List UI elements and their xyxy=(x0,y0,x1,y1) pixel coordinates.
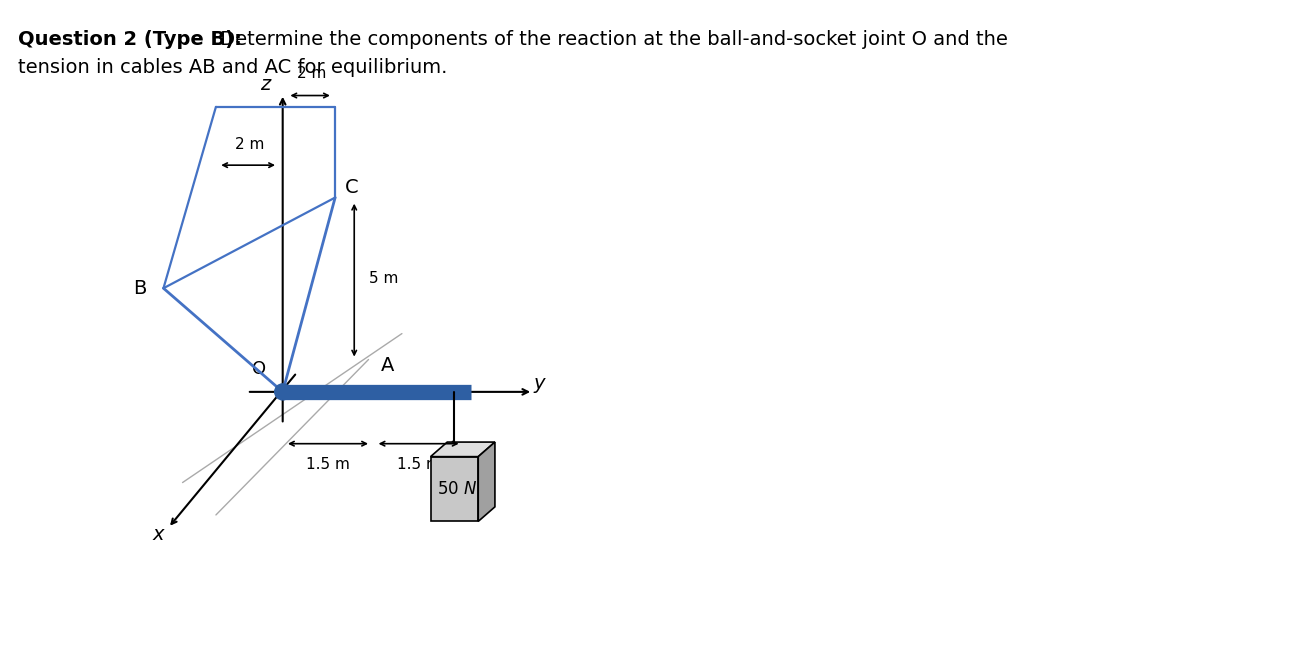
Circle shape xyxy=(274,384,291,400)
Text: 1.5 m: 1.5 m xyxy=(307,457,349,472)
Text: C: C xyxy=(344,178,358,197)
Text: $50\ N$: $50\ N$ xyxy=(436,480,477,498)
Text: Determine the components of the reaction at the ball-and-socket joint O and the: Determine the components of the reaction… xyxy=(214,30,1008,49)
Polygon shape xyxy=(431,442,494,457)
Text: Question 2 (Type B):: Question 2 (Type B): xyxy=(18,30,242,49)
Text: O: O xyxy=(252,360,267,378)
Text: A: A xyxy=(380,357,393,376)
Text: 2 m: 2 m xyxy=(296,66,326,81)
Polygon shape xyxy=(479,442,494,521)
Text: tension in cables AB and AC for equilibrium.: tension in cables AB and AC for equilibr… xyxy=(18,58,448,77)
Text: 2 m: 2 m xyxy=(234,138,264,152)
Text: $x$: $x$ xyxy=(151,525,166,544)
Text: $z$: $z$ xyxy=(260,75,272,93)
Polygon shape xyxy=(431,457,479,521)
Text: 5 m: 5 m xyxy=(369,271,399,286)
Text: $y$: $y$ xyxy=(533,376,547,395)
Text: 1.5 m: 1.5 m xyxy=(397,457,440,472)
Text: B: B xyxy=(133,279,146,297)
